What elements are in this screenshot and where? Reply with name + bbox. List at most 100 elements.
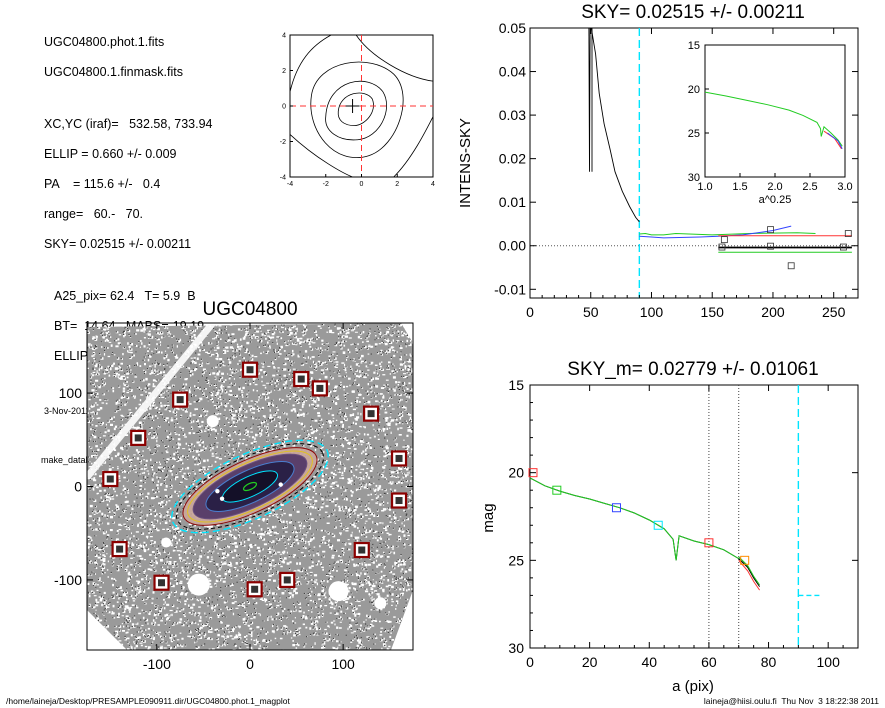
x-tick-label: -100 <box>143 656 171 672</box>
x-tick-label: 100 <box>331 656 355 672</box>
y-tick-label: 2 <box>282 68 286 75</box>
info-a25: A25_pix= 62.4 T= 5.9 B <box>54 289 196 303</box>
inset-y-tick-label: 30 <box>688 172 700 184</box>
data-square <box>844 230 852 237</box>
noise-dark <box>87 323 413 650</box>
star-dot <box>219 496 225 501</box>
data-square <box>767 242 774 250</box>
y-tick-label: -100 <box>54 572 82 588</box>
info-xcyc: XC,YC (iraf)= 532.58, 733.94 <box>44 117 213 131</box>
galaxy-image-plot: UGC04800 -100 0 100 -100 0 100 <box>54 299 414 672</box>
inset-x-tick-label: 1.5 <box>732 181 747 193</box>
y-tick-label: 0.05 <box>499 20 526 36</box>
y-tick-label: 0 <box>74 479 82 495</box>
isophote-yellow <box>187 450 313 523</box>
x-tick-label: 2 <box>395 181 399 188</box>
x-tick-label: 100 <box>817 654 841 670</box>
x-tick-label: 100 <box>640 304 664 320</box>
contour-line <box>289 134 353 178</box>
mag-tail <box>738 558 761 587</box>
mag-tail <box>738 556 761 586</box>
star-mask-core <box>251 585 259 593</box>
star-mask-core <box>283 576 291 584</box>
mag-square <box>704 538 714 548</box>
contour-plot: -4 -2 0 2 4 -4 -2 0 2 4 <box>280 33 435 189</box>
info-range: range= 60.- 70. <box>44 207 144 221</box>
star-mask-core <box>367 410 375 418</box>
data-square <box>840 243 847 251</box>
outer-ellipse-black <box>175 443 325 530</box>
data-square <box>720 236 728 244</box>
x-tick-label: 0 <box>246 656 254 672</box>
masked-region <box>161 537 172 548</box>
inset-green-series <box>704 91 843 147</box>
inset-x-axis-label: a^0.25 <box>759 194 792 206</box>
inset-y-tick-label: 25 <box>688 128 700 140</box>
inset-x-tick-label: 3.0 <box>837 181 852 193</box>
x-tick-label: 50 <box>583 304 599 320</box>
y-tick-label: -2 <box>280 139 286 146</box>
y-axis-label: mag <box>480 503 497 532</box>
star-mask-core <box>297 375 305 383</box>
info-pa: PA = 115.6 +/- 0.4 <box>44 177 161 191</box>
y-tick-label: 15 <box>508 377 524 393</box>
y-tick-label: -0.01 <box>494 281 526 297</box>
mag-square <box>528 468 538 478</box>
inset-y-tick-label: 20 <box>688 84 700 96</box>
y-tick-label: 0.03 <box>499 107 526 123</box>
x-tick-label: 0 <box>526 654 534 670</box>
x-tick-label: 80 <box>761 654 777 670</box>
mag-tail <box>738 559 761 591</box>
masked-region <box>206 415 219 428</box>
blue-series <box>639 225 792 239</box>
x-axis-label: a (pix) <box>672 678 714 695</box>
mag-plot: SKY_m= 0.02779 +/- 0.01061 mag a (pix) 0 20 4… <box>480 359 859 695</box>
x-tick-label: -4 <box>287 181 293 188</box>
x-tick-label: 150 <box>701 304 725 320</box>
star-mask-core <box>134 434 142 442</box>
star-mask-core <box>158 579 166 587</box>
chart-title: SKY= 0.02515 +/- 0.00211 <box>581 2 805 23</box>
y-tick-label: 0.00 <box>499 238 526 254</box>
inset-x-tick-label: 2.5 <box>802 181 817 193</box>
mag-profile-black <box>529 477 758 582</box>
inset-x-tick-label: 2.0 <box>767 181 782 193</box>
profile-line <box>588 27 640 223</box>
y-tick-label: 100 <box>59 385 83 401</box>
contour-line <box>355 34 434 82</box>
star-mask-core <box>395 497 403 505</box>
mag-profile-green <box>529 477 758 582</box>
star-mask-core <box>106 475 114 483</box>
masked-region <box>187 573 210 596</box>
y-tick-label: 0.04 <box>499 64 526 80</box>
star-mask-core <box>358 546 366 554</box>
data-square <box>718 243 726 251</box>
y-tick-label: 0.01 <box>499 194 526 210</box>
y-tick-label: -4 <box>280 175 286 182</box>
y-tick-label: 20 <box>508 465 524 481</box>
star-dot <box>215 488 220 494</box>
y-tick-label: 0 <box>282 104 286 111</box>
star-mask-core <box>246 366 254 374</box>
mag-square <box>552 485 562 495</box>
info-sky: SKY= 0.02515 +/- 0.00211 <box>44 237 192 251</box>
x-tick-label: 40 <box>641 654 657 670</box>
y-tick-label: 25 <box>508 552 524 568</box>
x-tick-label: 60 <box>701 654 717 670</box>
outer-ellipse <box>171 439 329 534</box>
star-dot <box>278 482 283 487</box>
mag-square <box>611 503 621 513</box>
mag-square <box>653 520 663 530</box>
x-tick-label: 0 <box>360 181 364 188</box>
footer-user: laineja@hiisi.oulu.fi Thu Nov 3 18:22:38… <box>703 696 879 706</box>
contour-line <box>337 92 374 126</box>
info-ellip: ELLIP = 0.660 +/- 0.009 <box>44 147 177 161</box>
inset-y-tick-label: 15 <box>688 40 700 52</box>
mag-square <box>740 555 750 565</box>
info-file2: UGC04800.1.finmask.fits <box>44 65 183 79</box>
data-square <box>767 226 774 234</box>
x-tick-label: 200 <box>761 304 785 320</box>
masked-region <box>328 581 349 602</box>
y-tick-label: 0.02 <box>499 151 526 167</box>
